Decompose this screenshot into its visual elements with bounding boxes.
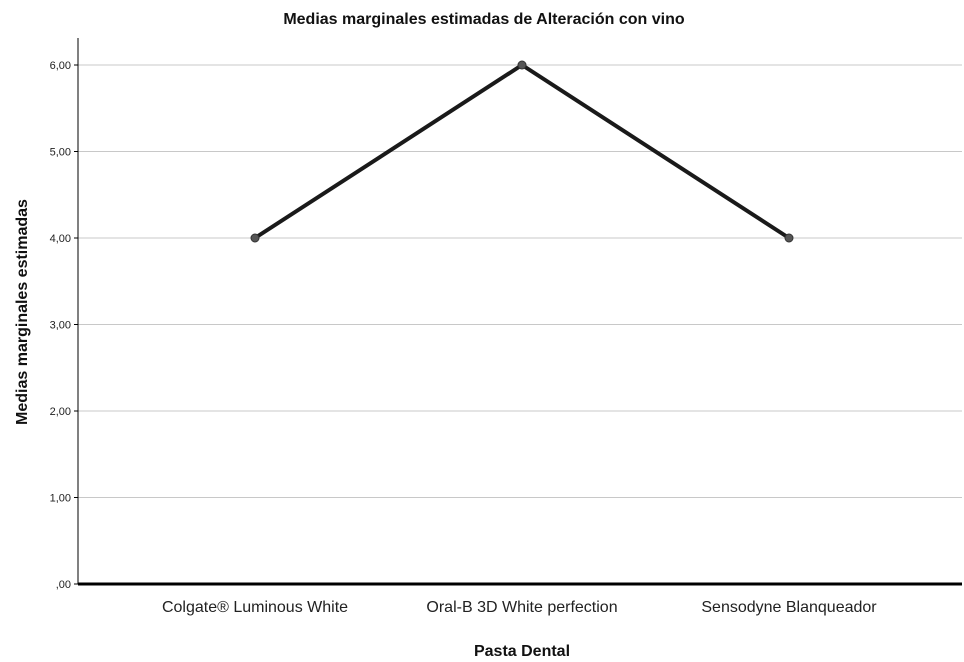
x-tick-label: Sensodyne Blanqueador — [701, 599, 877, 616]
data-point — [250, 233, 260, 243]
y-tick-label: ,00 — [56, 579, 71, 591]
y-tick-label: 3,00 — [50, 320, 71, 332]
y-tick-label: 1,00 — [50, 493, 71, 505]
y-tick-label: 6,00 — [50, 60, 71, 72]
x-axis-title: Pasta Dental — [474, 643, 570, 660]
x-tick-label: Oral-B 3D White perfection — [426, 599, 617, 616]
y-tick-label: 2,00 — [50, 406, 71, 418]
chart-title: Medias marginales estimadas de Alteració… — [283, 11, 685, 28]
x-category-labels: Colgate® Luminous White Oral-B 3D White p… — [162, 599, 877, 616]
y-tick-label: 5,00 — [50, 147, 71, 159]
y-tick-label: 4,00 — [50, 233, 71, 245]
series — [250, 60, 794, 243]
y-tick-labels: ,00 1,00 2,00 3,00 4,00 5,00 6,00 — [50, 60, 78, 591]
x-tick-label: Colgate® Luminous White — [162, 599, 348, 616]
y-axis-title: Medias marginales estimadas — [14, 199, 31, 425]
data-point — [517, 60, 527, 70]
data-point — [784, 233, 794, 243]
gridlines — [78, 64, 962, 498]
